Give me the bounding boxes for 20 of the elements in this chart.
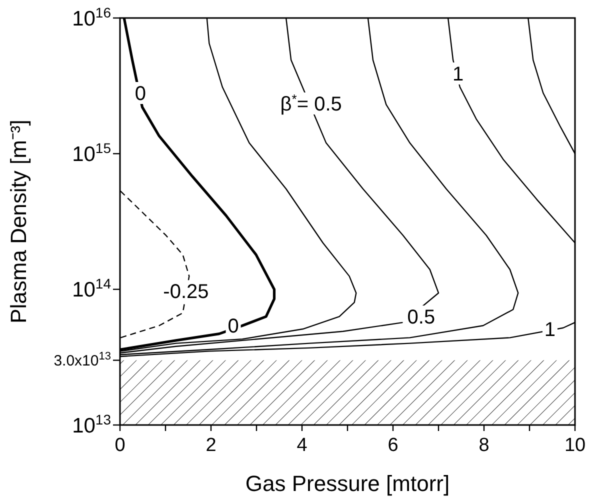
annotation: 0.5 (407, 306, 436, 329)
x-tick-label: 0 (114, 435, 126, 456)
annotation: 1 (544, 319, 556, 342)
y-tick-label: 3.0x10$^{13}$ (54, 350, 111, 370)
y-tick-label: 10$^{16}$ (72, 4, 112, 30)
annotation: 0 (134, 83, 146, 105)
annotation: 1 (452, 63, 464, 86)
y-axis-title: Plasma Density [m⁻³] (6, 120, 31, 324)
y-tick-label: 10$^{13}$ (72, 411, 112, 438)
annotation: β$^{*}$= 0.5 (280, 90, 342, 116)
x-tick-label: 6 (388, 435, 398, 456)
y-tick-label: 10$^{14}$ (72, 276, 112, 302)
annotation: -0.25 (163, 281, 209, 304)
x-tick-label: 4 (296, 435, 308, 456)
y-tick-label: 10$^{15}$ (72, 140, 112, 166)
annotation: 0 (228, 316, 239, 338)
x-tick-label: 10 (564, 435, 586, 456)
x-axis-title: Gas Pressure [mtorr] (245, 471, 450, 496)
x-tick-label: 8 (478, 435, 490, 456)
x-tick-label: 2 (206, 435, 216, 456)
